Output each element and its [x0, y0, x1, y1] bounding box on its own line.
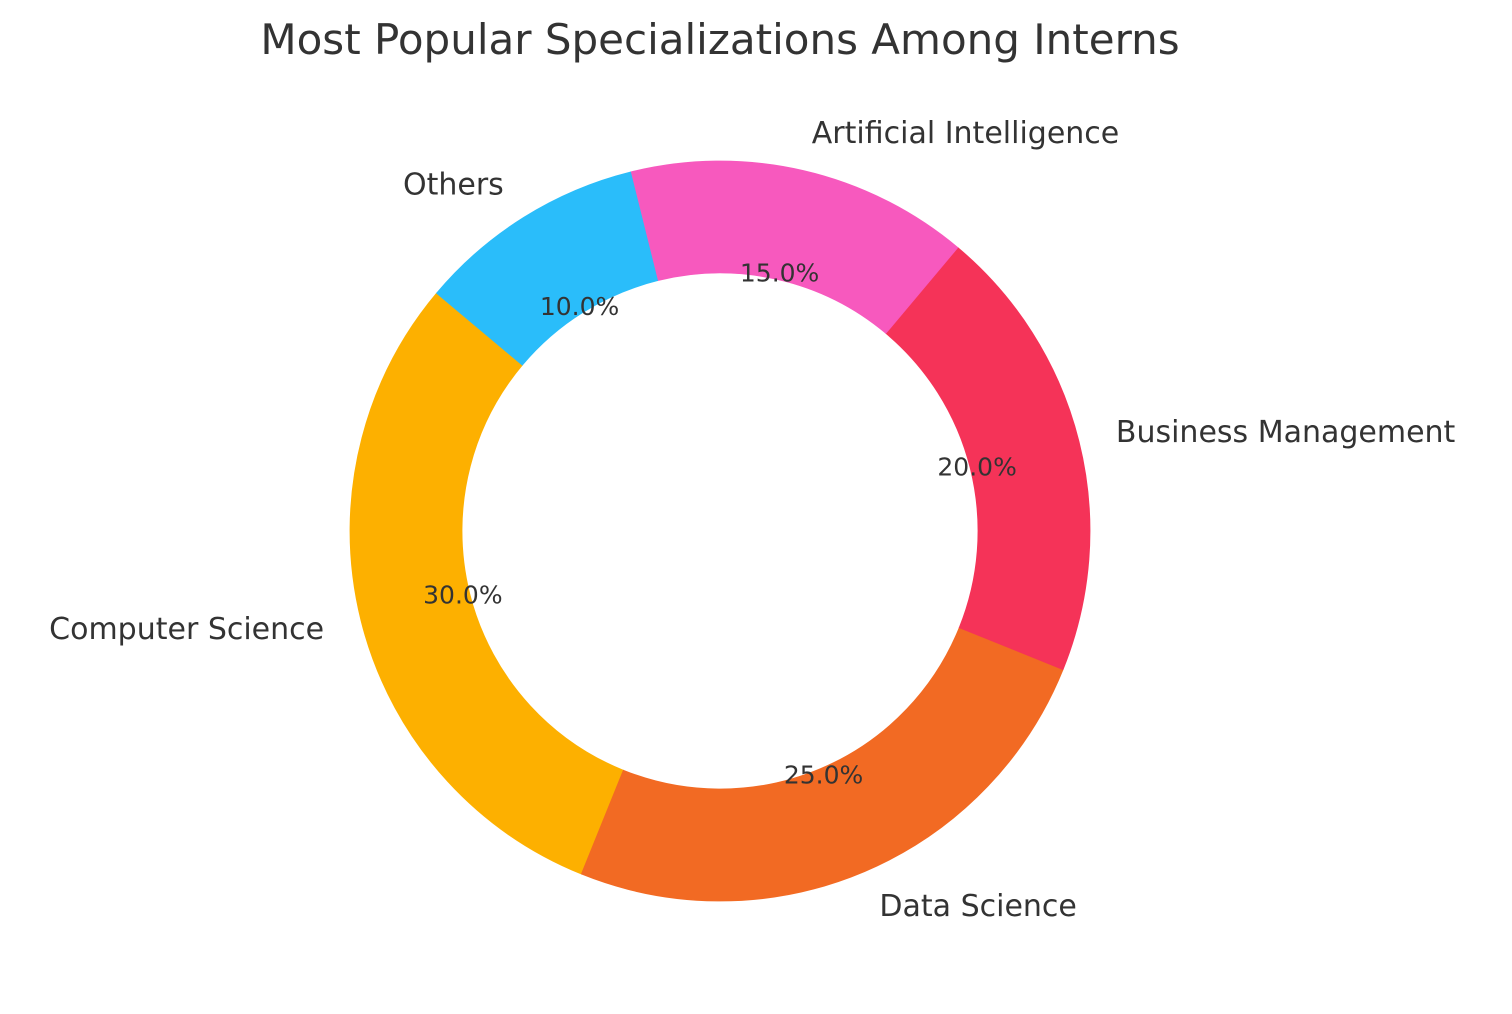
label-artificial-intelligence: Artificial Intelligence [812, 116, 1120, 151]
slice-data-science [580, 627, 1064, 902]
percent-computer-science: 30.0% [423, 581, 502, 610]
slice-computer-science [349, 292, 624, 875]
label-business-management: Business Management [1116, 415, 1456, 450]
percent-labels: 30.0% 25.0% 20.0% 15.0% 10.0% [423, 258, 1017, 789]
slice-labels: Computer Science Data Science Business Man… [49, 116, 1455, 924]
percent-others: 10.0% [540, 292, 619, 321]
percent-data-science: 25.0% [784, 760, 863, 789]
donut-slices [349, 160, 1091, 902]
chart-title: Most Popular Specializations Among Inter… [260, 15, 1179, 64]
slice-business-management [885, 247, 1091, 671]
label-others: Others [403, 167, 504, 202]
label-data-science: Data Science [879, 889, 1076, 924]
percent-artificial-intelligence: 15.0% [740, 258, 819, 287]
percent-business-management: 20.0% [937, 452, 1016, 481]
label-computer-science: Computer Science [49, 612, 324, 647]
slice-others [436, 171, 659, 366]
